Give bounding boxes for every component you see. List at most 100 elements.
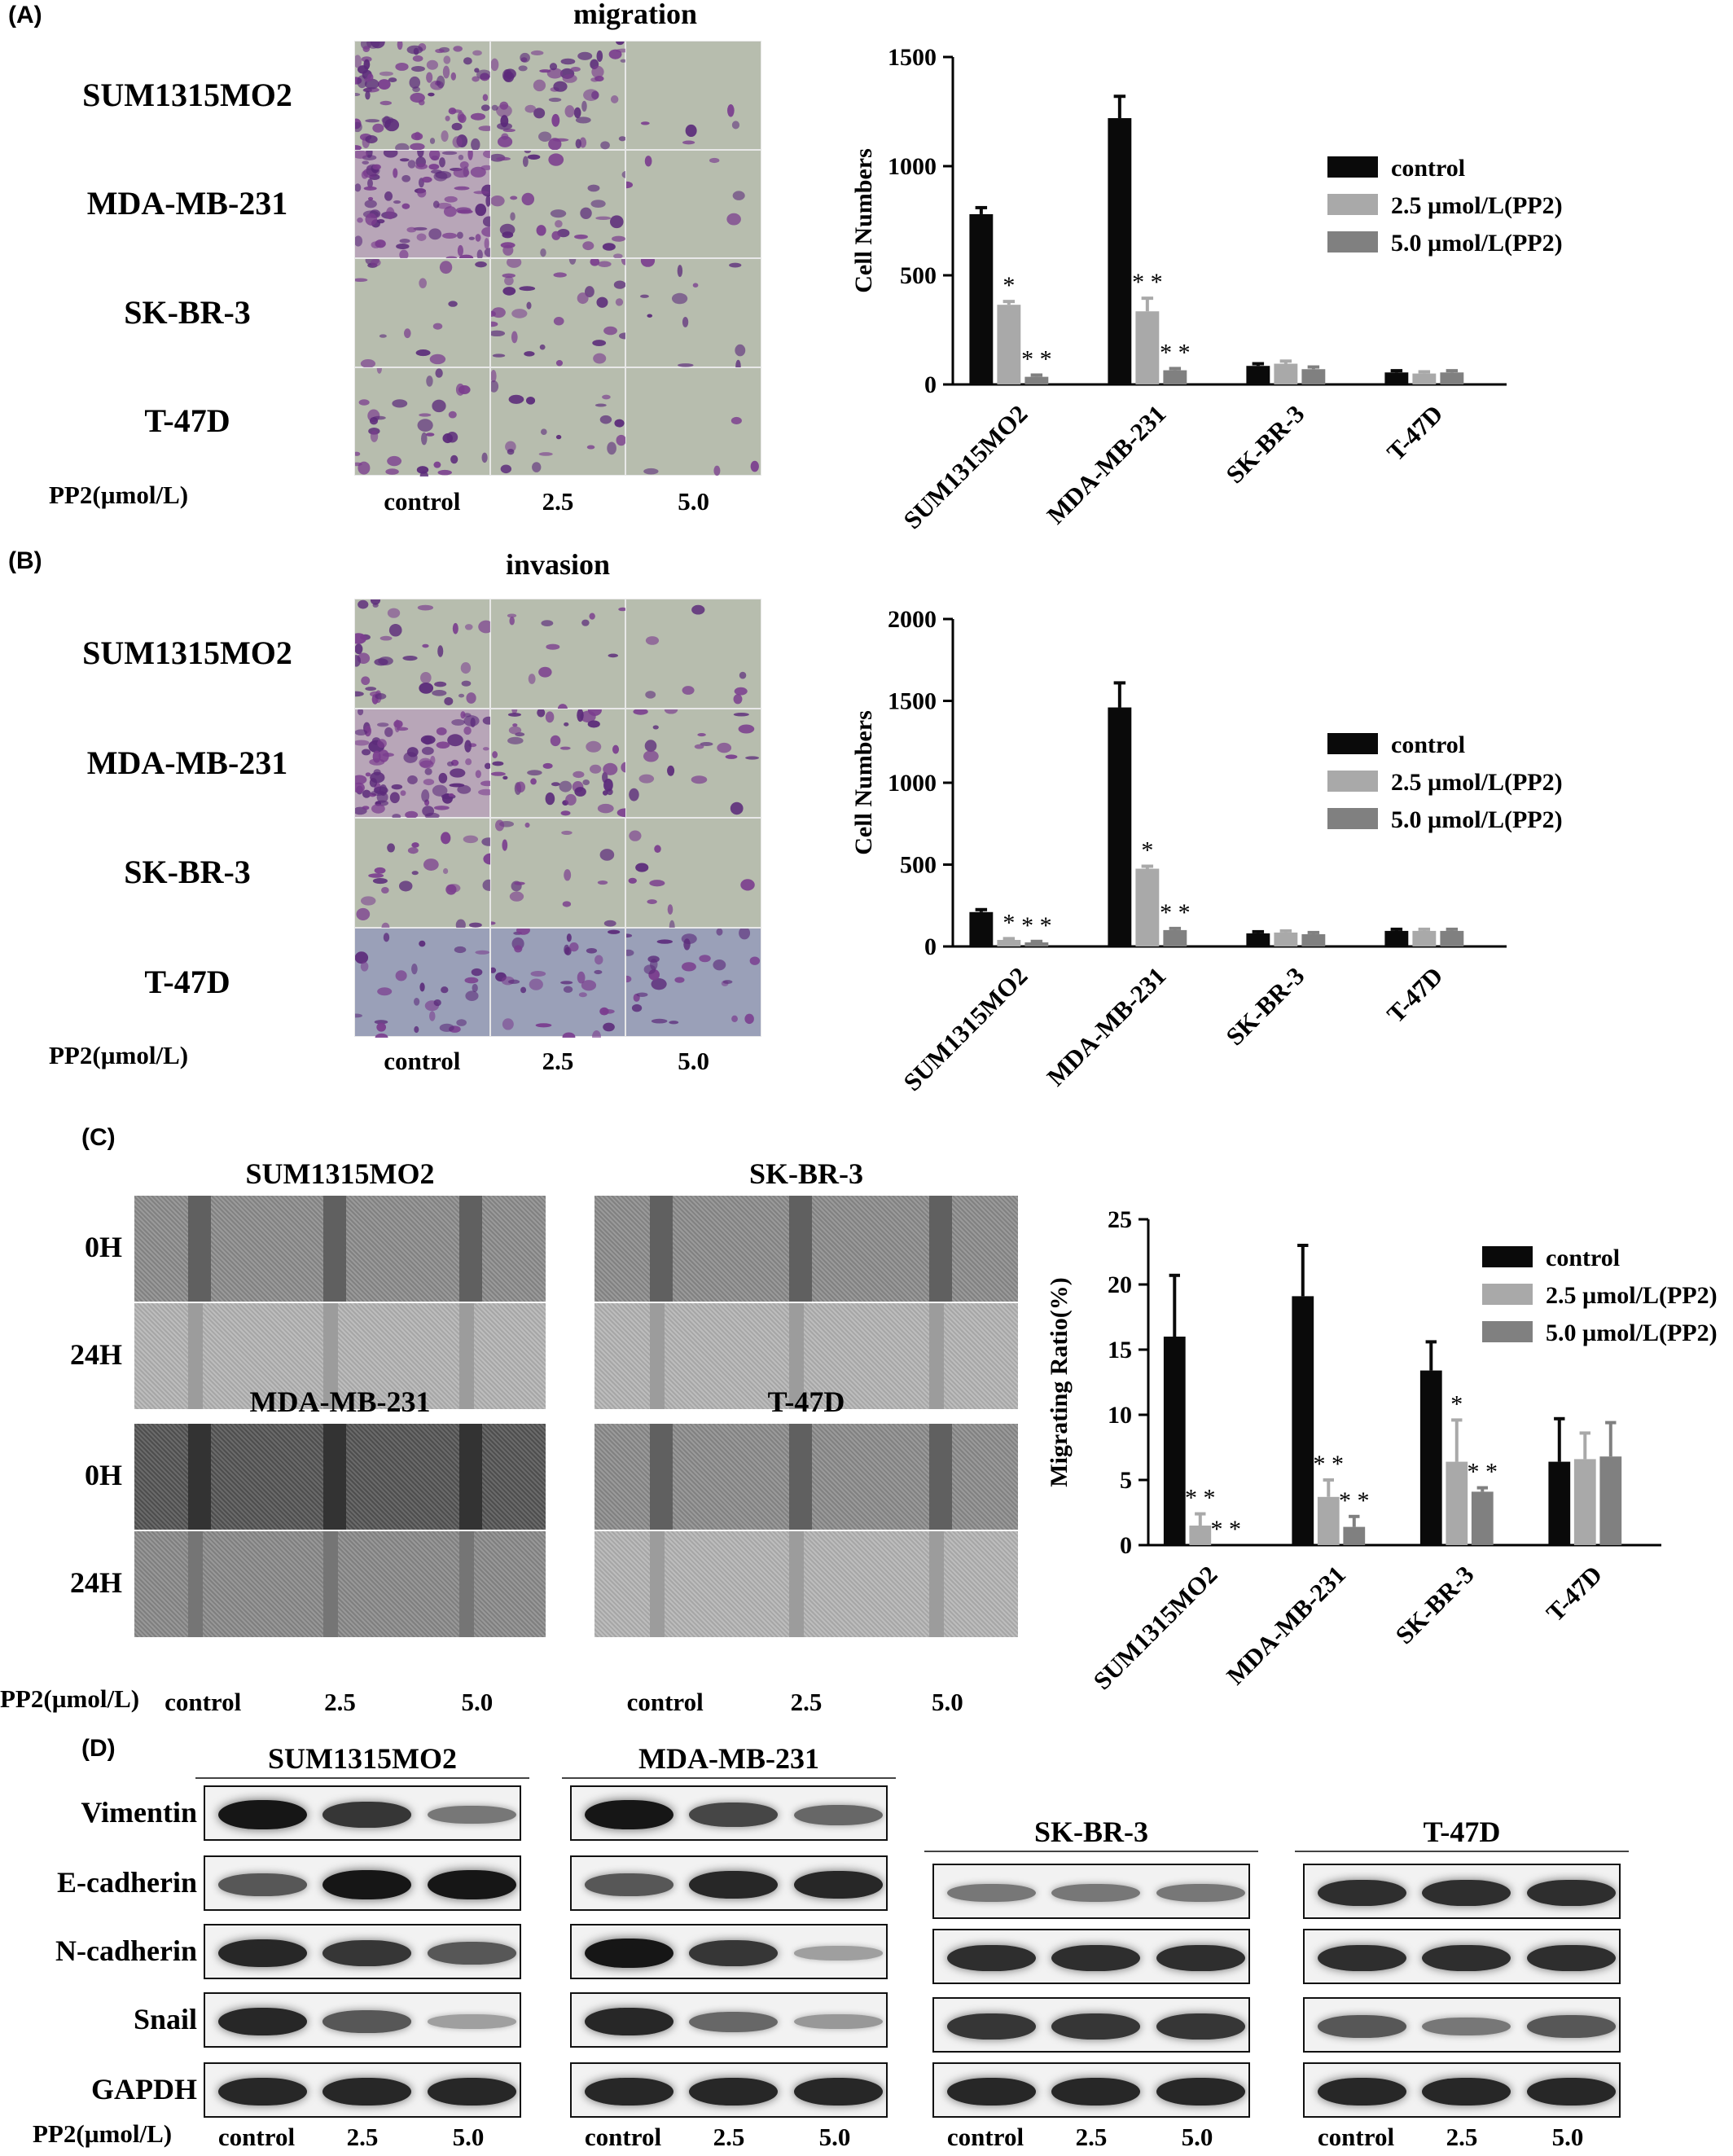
cell-blob [649,880,665,887]
cell-blob [414,1025,419,1033]
scratch-group-title: SK-BR-3 [748,1157,863,1190]
significance-label: * * [1468,1459,1498,1486]
time-point-label: 24H [69,1338,122,1371]
concentration-column-label: control [946,2123,1024,2151]
legend-swatch [1327,156,1378,178]
cell-blob [375,692,387,700]
cell-blob [398,880,413,892]
protein-band [794,1871,884,1899]
cell-blob [437,202,452,209]
cell-blob [354,951,369,964]
protein-band [428,2014,517,2029]
cell-blob [563,944,570,955]
concentration-column-label: control [1317,2123,1395,2151]
cell-blob [541,620,553,626]
cell-blob [749,955,761,965]
cell-blob [615,38,625,46]
cell-blob [478,788,494,796]
scratch-gap [187,1531,203,1637]
cell-blob [509,617,515,626]
legend-swatch [1327,194,1378,215]
cell-blob [545,710,554,722]
cell-blob [447,884,461,893]
cell-blob [384,727,393,737]
cell-blob [393,200,401,204]
cell-blob [367,73,374,81]
cell-blob [400,789,406,796]
cell-blob [421,176,432,182]
legend-label: control [1546,1245,1620,1271]
cell-blob [352,121,362,133]
protein-band [217,1800,307,1829]
concentration-column-label: 2.5 [324,1688,356,1716]
cell-blob [407,159,416,169]
cell-blob [665,705,678,714]
cell-blob [480,165,493,170]
cell-blob [413,226,428,231]
micrograph-tile [354,818,498,933]
micrograph-cells [351,362,488,482]
y-tick-label: 1500 [888,44,937,71]
cell-blob [362,805,370,810]
cell-blob [539,344,546,350]
cell-blob [526,301,532,310]
protein-band [1317,1879,1406,1907]
panel-a-title: migration [573,0,697,30]
cell-blob [393,719,403,728]
cell-blob [435,48,445,54]
micrograph-cells [349,932,490,1042]
cell-blob [372,164,381,169]
protein-band [689,1871,779,1899]
cell-blob [426,375,433,387]
cell-blob [419,412,432,417]
cell-blob [351,774,367,784]
cell-blob [596,296,608,308]
cell-blob [516,781,525,793]
cell-blob [353,55,362,68]
cell-blob [353,451,361,456]
bar [1548,1461,1571,1545]
cell-blob [423,858,439,871]
cell-blob [732,190,746,200]
cell-line-row-label: SK-BR-3 [124,293,251,331]
cell-blob [465,990,479,1001]
cell-blob [475,769,481,778]
blot-strip [204,1785,521,1841]
cell-blob [520,986,526,993]
protein-band [689,1940,779,1966]
micrograph-tile [621,926,761,1037]
protein-band [217,1873,307,1896]
concentration-column-label: 5.0 [461,1688,494,1716]
cell-blob [383,932,390,942]
cell-blob [636,991,648,997]
cell-blob [495,104,512,117]
blot-strip [204,1855,521,1911]
cell-blob [554,219,563,228]
cell-blob [475,950,490,955]
cell-blob [395,969,407,981]
cell-blob [426,72,433,83]
scratch-gap [323,1424,347,1530]
cell-blob [560,58,575,65]
cell-blob [603,326,617,336]
cell-blob [409,76,421,89]
protein-band [1051,2013,1141,2040]
cell-blob [365,687,377,692]
cell-blob [646,636,660,645]
cell-blob [608,49,622,59]
cell-blob [613,280,626,289]
micrograph-tile [353,255,490,368]
cell-blob [380,100,393,106]
legend-label: control [1391,155,1465,182]
concentration-column-label: control [217,2123,296,2151]
scratch-gap [789,1424,813,1530]
cell-blob [509,211,516,221]
cell-blob [452,622,458,635]
cell-blob [381,116,394,124]
cell-blob [387,455,402,466]
protein-row-label: GAPDH [91,2073,197,2106]
bar [1573,1459,1596,1545]
concentration-column-label: control [384,1047,461,1075]
bar [1440,930,1464,946]
cell-blob [421,788,430,802]
